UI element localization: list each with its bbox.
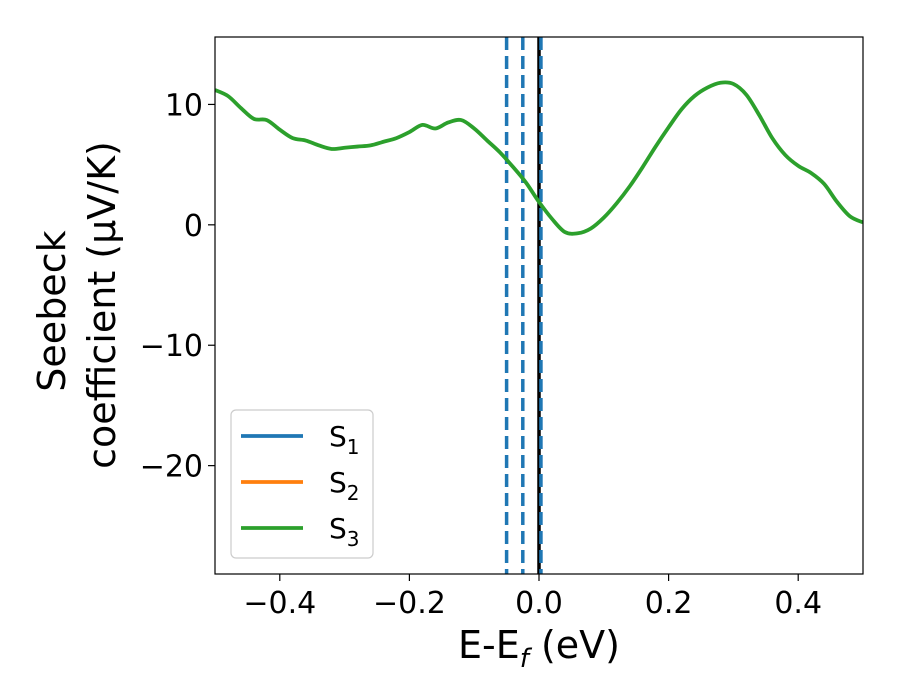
y-tick-label: 10 bbox=[165, 88, 203, 123]
legend: S1 S2 S3 bbox=[230, 409, 374, 559]
x-axis-label-main: E-E bbox=[458, 623, 520, 667]
x-axis-label-suffix: (eV) bbox=[529, 623, 620, 667]
legend-entries: S1 S2 S3 bbox=[241, 420, 360, 551]
vertical-lines bbox=[504, 37, 543, 574]
x-tick-label: 0.0 bbox=[515, 586, 563, 621]
legend-label-s3: S3 bbox=[329, 512, 360, 551]
x-tick-label: −0.4 bbox=[243, 586, 316, 621]
x-tick-label: 0.4 bbox=[774, 586, 822, 621]
y-tick-label: −10 bbox=[140, 329, 203, 364]
series-line-s3 bbox=[215, 80, 863, 236]
x-ticks: −0.4 −0.2 0.0 0.2 0.4 bbox=[243, 574, 822, 621]
series-lines bbox=[215, 80, 863, 236]
x-tick-label: −0.2 bbox=[373, 586, 446, 621]
y-axis-label-line1: Seebeck bbox=[30, 230, 74, 391]
y-axis-label-line2: coefficient (μV/K) bbox=[80, 141, 124, 469]
legend-box bbox=[230, 409, 374, 559]
legend-label-s2: S2 bbox=[329, 466, 360, 505]
y-tick-label: 0 bbox=[184, 209, 203, 244]
y-tick-label: −20 bbox=[140, 450, 203, 485]
x-tick-label: 0.2 bbox=[645, 586, 693, 621]
x-axis-label: E-Ef (eV) bbox=[458, 623, 620, 674]
legend-label-s1: S1 bbox=[329, 420, 360, 459]
y-axis-label: Seebeck coefficient (μV/K) bbox=[30, 141, 124, 469]
y-ticks: −20 −10 0 10 bbox=[140, 88, 215, 485]
